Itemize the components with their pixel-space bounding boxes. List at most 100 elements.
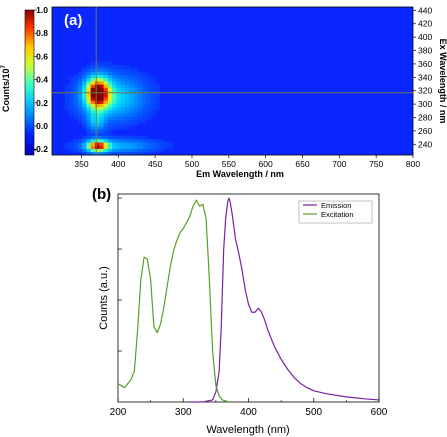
heatmap-cell	[94, 122, 100, 127]
heatmap-cell	[137, 93, 143, 98]
heatmap-cell	[90, 145, 96, 149]
heatmap-cell	[137, 151, 143, 156]
heatmap-cell	[103, 132, 109, 137]
heatmap-cell	[103, 109, 109, 114]
heatmap-cell	[159, 145, 165, 149]
heatmap-cell	[116, 68, 122, 72]
heatmap-cell	[155, 84, 160, 88]
heatmap-cell	[107, 132, 113, 137]
heatmap-cell	[142, 71, 147, 75]
heatmap-cell	[112, 64, 117, 69]
panel-b: (b) 200 300 400 500 600 Wavelength (nm) Coun…	[92, 186, 388, 436]
heatmap-cell	[107, 84, 113, 88]
heatmap-cell	[69, 84, 74, 88]
spectra-x-tick-label: 500	[305, 407, 322, 418]
heatmap-cell	[120, 151, 126, 156]
heatmap-cell	[112, 77, 117, 82]
heatmap-cell	[99, 142, 104, 146]
heatmap-cell	[116, 138, 122, 143]
heatmap-cell	[107, 151, 113, 156]
heatmap-cell	[137, 142, 143, 146]
heatmap-cell	[137, 145, 143, 149]
spectra-ticks: 200 300 400 500 600	[110, 197, 388, 418]
heatmap-cell	[99, 87, 104, 92]
heatmap-cell	[73, 138, 79, 143]
heatmap-cell	[73, 87, 79, 92]
heatmap-cell	[90, 138, 96, 143]
heatmap-x-tick-label: 400	[111, 159, 125, 169]
heatmap-cell	[150, 93, 156, 98]
heatmap-cell	[86, 106, 92, 111]
heatmap-cell	[94, 103, 100, 108]
heatmap-cell	[107, 74, 113, 79]
heatmap-cell	[77, 71, 83, 75]
heatmap-cell	[73, 142, 79, 146]
heatmap-cell	[69, 145, 74, 149]
heatmap-cell	[86, 119, 92, 124]
heatmap-cell	[107, 77, 113, 82]
heatmap-cell	[86, 68, 92, 72]
heatmap-cell	[107, 129, 113, 133]
heatmap-cell	[137, 116, 143, 121]
heatmap-cell	[142, 84, 147, 88]
heatmap-cell	[107, 138, 113, 143]
heatmap-cell	[73, 148, 79, 153]
heatmap-cell	[120, 74, 126, 79]
heatmap-cell	[94, 64, 100, 69]
heatmap-cell	[77, 103, 83, 108]
heatmap-cell	[82, 109, 87, 114]
legend-box	[298, 200, 373, 224]
heatmap-cell	[133, 148, 139, 153]
heatmap-cell	[86, 81, 92, 85]
heatmap-cell	[150, 100, 156, 104]
colorbar-tick-label: 1.0	[36, 5, 48, 15]
heatmap-cell	[137, 71, 143, 75]
heatmap-cell	[142, 119, 147, 124]
heatmap-cell	[112, 145, 117, 149]
heatmap-x-ticks: 350 400 450 500 550 600 650 700 750 800	[74, 155, 420, 169]
heatmap-cell	[90, 100, 96, 104]
heatmap-cell	[155, 148, 160, 153]
colorbar-tick-label: -0.2	[33, 144, 48, 154]
heatmap-cell	[116, 122, 122, 127]
heatmap-x-axis-title: Em Wavelength / nm	[196, 169, 284, 179]
heatmap-cell	[137, 103, 143, 108]
heatmap-cell	[69, 87, 74, 92]
heatmap-cell	[120, 81, 126, 85]
legend-label-excitation: Excitation	[321, 210, 354, 219]
heatmap-cell	[142, 109, 147, 114]
heatmap-cell	[112, 71, 117, 75]
heatmap-x-tick-label: 700	[332, 159, 346, 169]
heatmap-x-tick-label: 350	[74, 159, 88, 169]
heatmap-cell	[107, 103, 113, 108]
heatmap-cell	[86, 135, 92, 140]
heatmap-cell	[120, 148, 126, 153]
heatmap-cell	[112, 81, 117, 85]
heatmap-x-tick-label: 600	[259, 159, 273, 169]
heatmap-cell	[129, 84, 135, 88]
heatmap-y-tick-label: 380	[418, 46, 432, 56]
heatmap-cell	[64, 84, 70, 88]
heatmap-cell	[107, 145, 113, 149]
heatmap-cell	[125, 106, 130, 111]
heatmap-x-tick-label: 750	[369, 159, 383, 169]
heatmap-cell	[133, 122, 139, 127]
heatmap-cell	[64, 93, 70, 98]
heatmap-cell	[142, 151, 147, 156]
heatmap-y-tick-label: 300	[418, 99, 432, 109]
heatmap-cell	[116, 151, 122, 156]
heatmap-cell	[129, 135, 135, 140]
heatmap-cell	[112, 109, 117, 114]
heatmap-cell	[120, 145, 126, 149]
heatmap-cell	[112, 87, 117, 92]
heatmap-cell	[107, 100, 113, 104]
heatmap	[52, 7, 413, 156]
heatmap-cell	[150, 84, 156, 88]
heatmap-cell	[116, 145, 122, 149]
heatmap-cell	[133, 109, 139, 114]
heatmap-cell	[77, 116, 83, 121]
heatmap-cell	[103, 148, 109, 153]
heatmap-cell	[137, 97, 143, 101]
heatmap-cell	[112, 122, 117, 127]
heatmap-cell	[94, 84, 100, 88]
